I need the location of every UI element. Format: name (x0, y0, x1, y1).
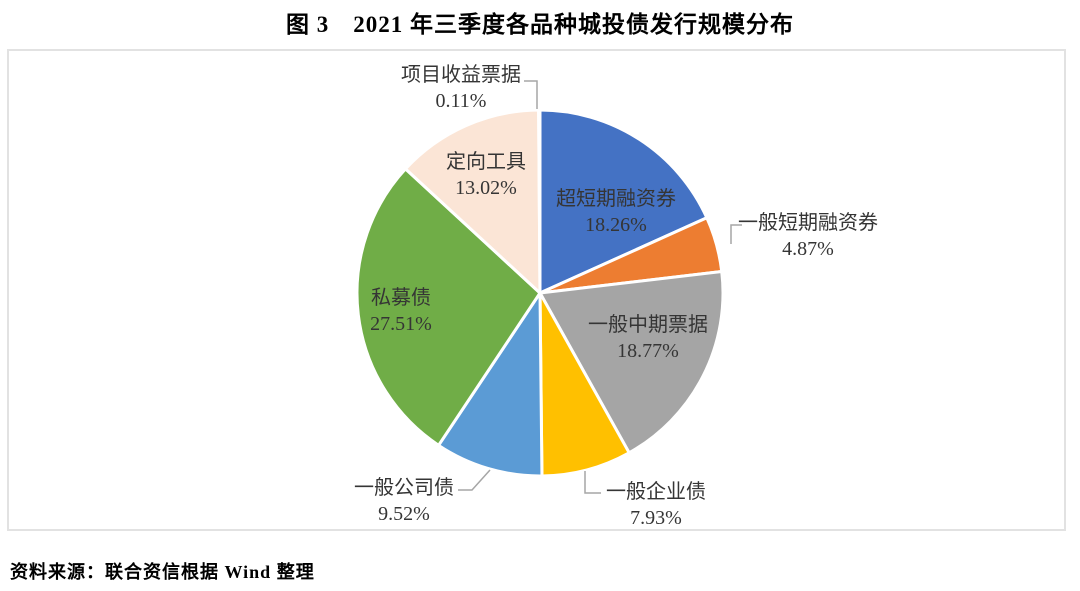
leader-line-short-term-cp (730, 224, 742, 244)
slice-name: 一般公司债 (354, 477, 454, 499)
leader-lines (458, 80, 742, 494)
pie-label-enterprise-bond: 一般企业债 7.93% (606, 479, 706, 531)
pie-slice-mtn (538, 270, 725, 455)
pie-slice-project-revenue-note (537, 108, 542, 295)
slice-pct: 27.51% (370, 313, 432, 335)
slice-name: 项目收益票据 (401, 64, 521, 86)
pie-label-super-short-term-cp: 超短期融资券 18.26% (556, 186, 676, 238)
figure-title: 图 3 2021 年三季度各品种城投债发行规模分布 (286, 12, 794, 37)
pie-slice-enterprise-bond (538, 291, 631, 478)
leader-line-enterprise-bond (584, 471, 601, 494)
pie-label-mtn: 一般中期票据 18.77% (588, 312, 708, 364)
slice-name: 私募债 (370, 287, 431, 309)
pie-label-project-revenue-note: 项目收益票据 0.11% (401, 62, 521, 114)
pie-label-corporate-bond: 一般公司债 9.52% (354, 475, 454, 527)
pie-slice-super-short-term-cp (538, 108, 709, 295)
source-note: 资料来源：联合资信根据 Wind 整理 (10, 562, 315, 582)
pie-slice-private-placement-bond (355, 167, 542, 447)
slice-pct: 9.52% (378, 503, 430, 525)
slice-name: 一般企业债 (606, 481, 706, 503)
slice-name: 超短期融资券 (556, 188, 676, 210)
pie-slice-corporate-bond (437, 291, 544, 478)
slice-pct: 18.77% (617, 340, 679, 362)
leader-line-project-revenue-note (524, 80, 538, 109)
slice-pct: 7.93% (630, 507, 682, 529)
slice-name: 定向工具 (446, 151, 526, 173)
slice-pct: 18.26% (585, 214, 647, 236)
pie-slice-ppn (404, 108, 542, 295)
slice-name: 一般中期票据 (588, 314, 708, 336)
slice-name: 一般短期融资券 (738, 212, 878, 234)
slice-pct: 13.02% (455, 177, 517, 199)
leader-line-corporate-bond (458, 469, 491, 491)
pie-label-short-term-cp: 一般短期融资券 4.87% (738, 210, 878, 262)
pie-label-ppn: 定向工具 13.02% (446, 149, 526, 201)
slice-pct: 4.87% (782, 238, 834, 260)
pie-label-private-placement-bond: 私募债 27.51% (370, 285, 432, 337)
pie-slices (355, 108, 725, 478)
slice-pct: 0.11% (435, 90, 487, 112)
